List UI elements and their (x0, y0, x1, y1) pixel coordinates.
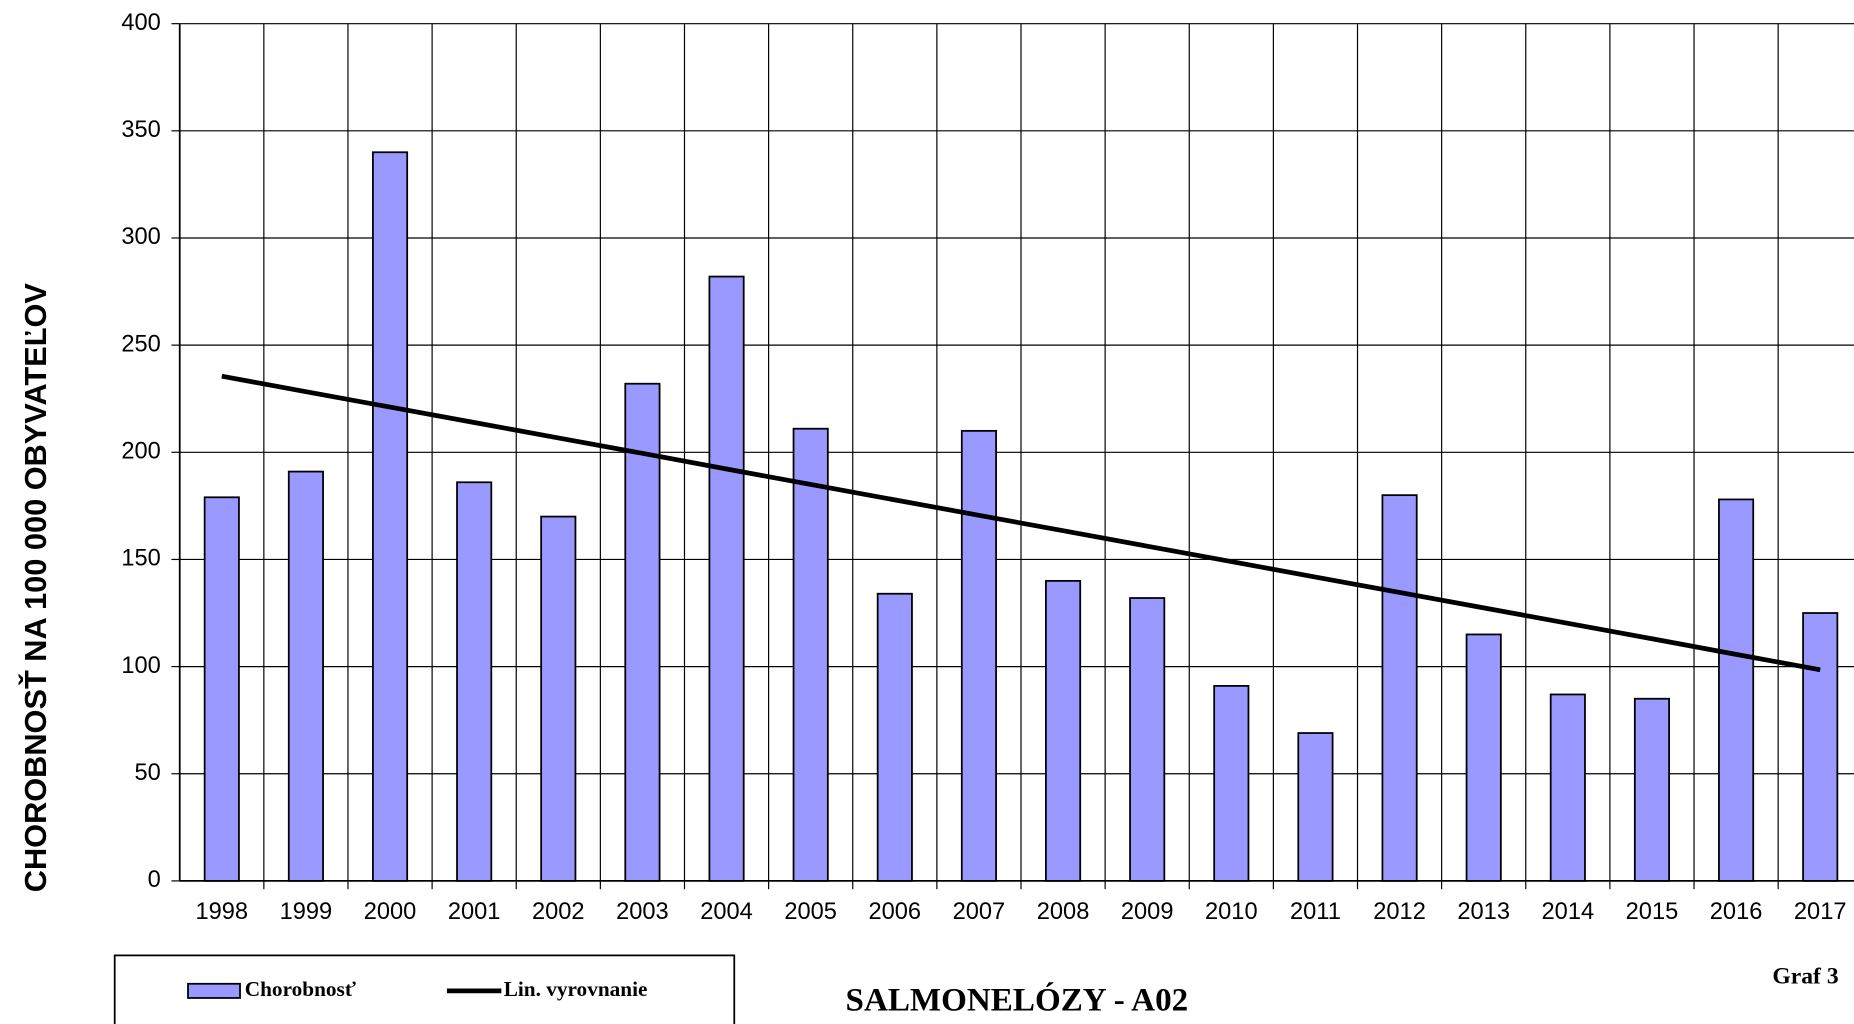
x-tick-label: 2005 (784, 899, 837, 925)
bar (1381, 494, 1418, 882)
chart-title: SALMONELÓZY - A02 (846, 980, 1189, 1018)
x-tick-label: 2017 (1794, 899, 1847, 925)
x-tick-label: 2007 (953, 899, 1006, 925)
x-tick-label: 2014 (1542, 899, 1595, 925)
bar (708, 275, 745, 882)
x-tick-label: 2013 (1457, 899, 1510, 925)
y-axis-label: CHOROBNOSŤ NA 100 000 OBYVATEĽOV (17, 283, 53, 893)
x-tick-label: 2012 (1373, 899, 1426, 925)
bar (1297, 732, 1334, 882)
y-tick-label: 0 (148, 867, 161, 893)
bar (1718, 498, 1755, 882)
bar (1802, 612, 1839, 882)
x-tick-label: 2008 (1037, 899, 1090, 925)
x-tick-label: 2010 (1205, 899, 1258, 925)
y-tick-label: 350 (121, 117, 160, 143)
trend-line (221, 373, 1821, 673)
x-tick-label: 1998 (196, 899, 249, 925)
x-tick-label: 2009 (1121, 899, 1174, 925)
x-tick-label: 2003 (616, 899, 669, 925)
x-tick-label: 1999 (280, 899, 333, 925)
x-tick-label: 2001 (448, 899, 501, 925)
y-tick-label: 400 (121, 10, 160, 36)
y-tick-label: 300 (121, 224, 160, 250)
bar (540, 515, 577, 882)
note: Graf 3 (1772, 963, 1838, 989)
legend-swatch (187, 982, 241, 999)
bar (876, 592, 913, 882)
legend-label: Chorobnosť (245, 977, 356, 1001)
bar (287, 470, 324, 882)
bar (203, 496, 240, 882)
legend-label: Lin. vyrovnanie (504, 977, 648, 1001)
bar (1045, 579, 1082, 882)
y-tick-label: 250 (121, 331, 160, 357)
x-tick-label: 2004 (700, 899, 753, 925)
bar (624, 382, 661, 882)
y-tick-label: 150 (121, 546, 160, 572)
bar (1549, 693, 1586, 882)
x-tick-label: 2011 (1290, 899, 1341, 925)
y-tick-label: 200 (121, 439, 160, 465)
bar (372, 151, 409, 882)
y-tick-label: 50 (135, 760, 161, 786)
x-tick-label: 2015 (1626, 899, 1679, 925)
bar (456, 481, 493, 882)
bar (1213, 684, 1250, 882)
x-tick-label: 2016 (1710, 899, 1763, 925)
x-tick-label: 2000 (364, 899, 417, 925)
bar (1465, 633, 1502, 882)
bar (792, 427, 829, 882)
y-tick-label: 100 (121, 653, 160, 679)
bar (1633, 697, 1670, 882)
x-tick-label: 2002 (532, 899, 585, 925)
bar (960, 429, 997, 882)
bar (1129, 597, 1166, 882)
x-tick-label: 2006 (869, 899, 922, 925)
